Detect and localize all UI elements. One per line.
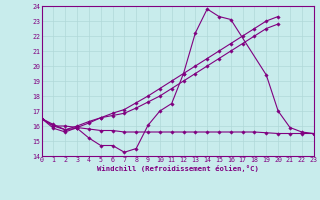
X-axis label: Windchill (Refroidissement éolien,°C): Windchill (Refroidissement éolien,°C)	[97, 165, 259, 172]
